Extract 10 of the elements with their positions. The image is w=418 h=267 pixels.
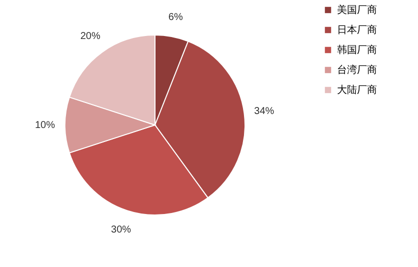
legend-label: 台湾厂商 <box>337 64 377 76</box>
data-label: 20% <box>80 31 100 42</box>
legend-label: 韩国厂商 <box>337 44 377 56</box>
legend-label: 大陆厂商 <box>337 84 377 96</box>
legend-label: 日本厂商 <box>337 24 377 36</box>
data-label: 10% <box>34 120 56 131</box>
data-label: 34% <box>254 106 274 118</box>
data-label: 30% <box>111 224 132 236</box>
data-label: 6% <box>168 12 183 23</box>
legend-label: 美国厂商 <box>337 4 377 16</box>
